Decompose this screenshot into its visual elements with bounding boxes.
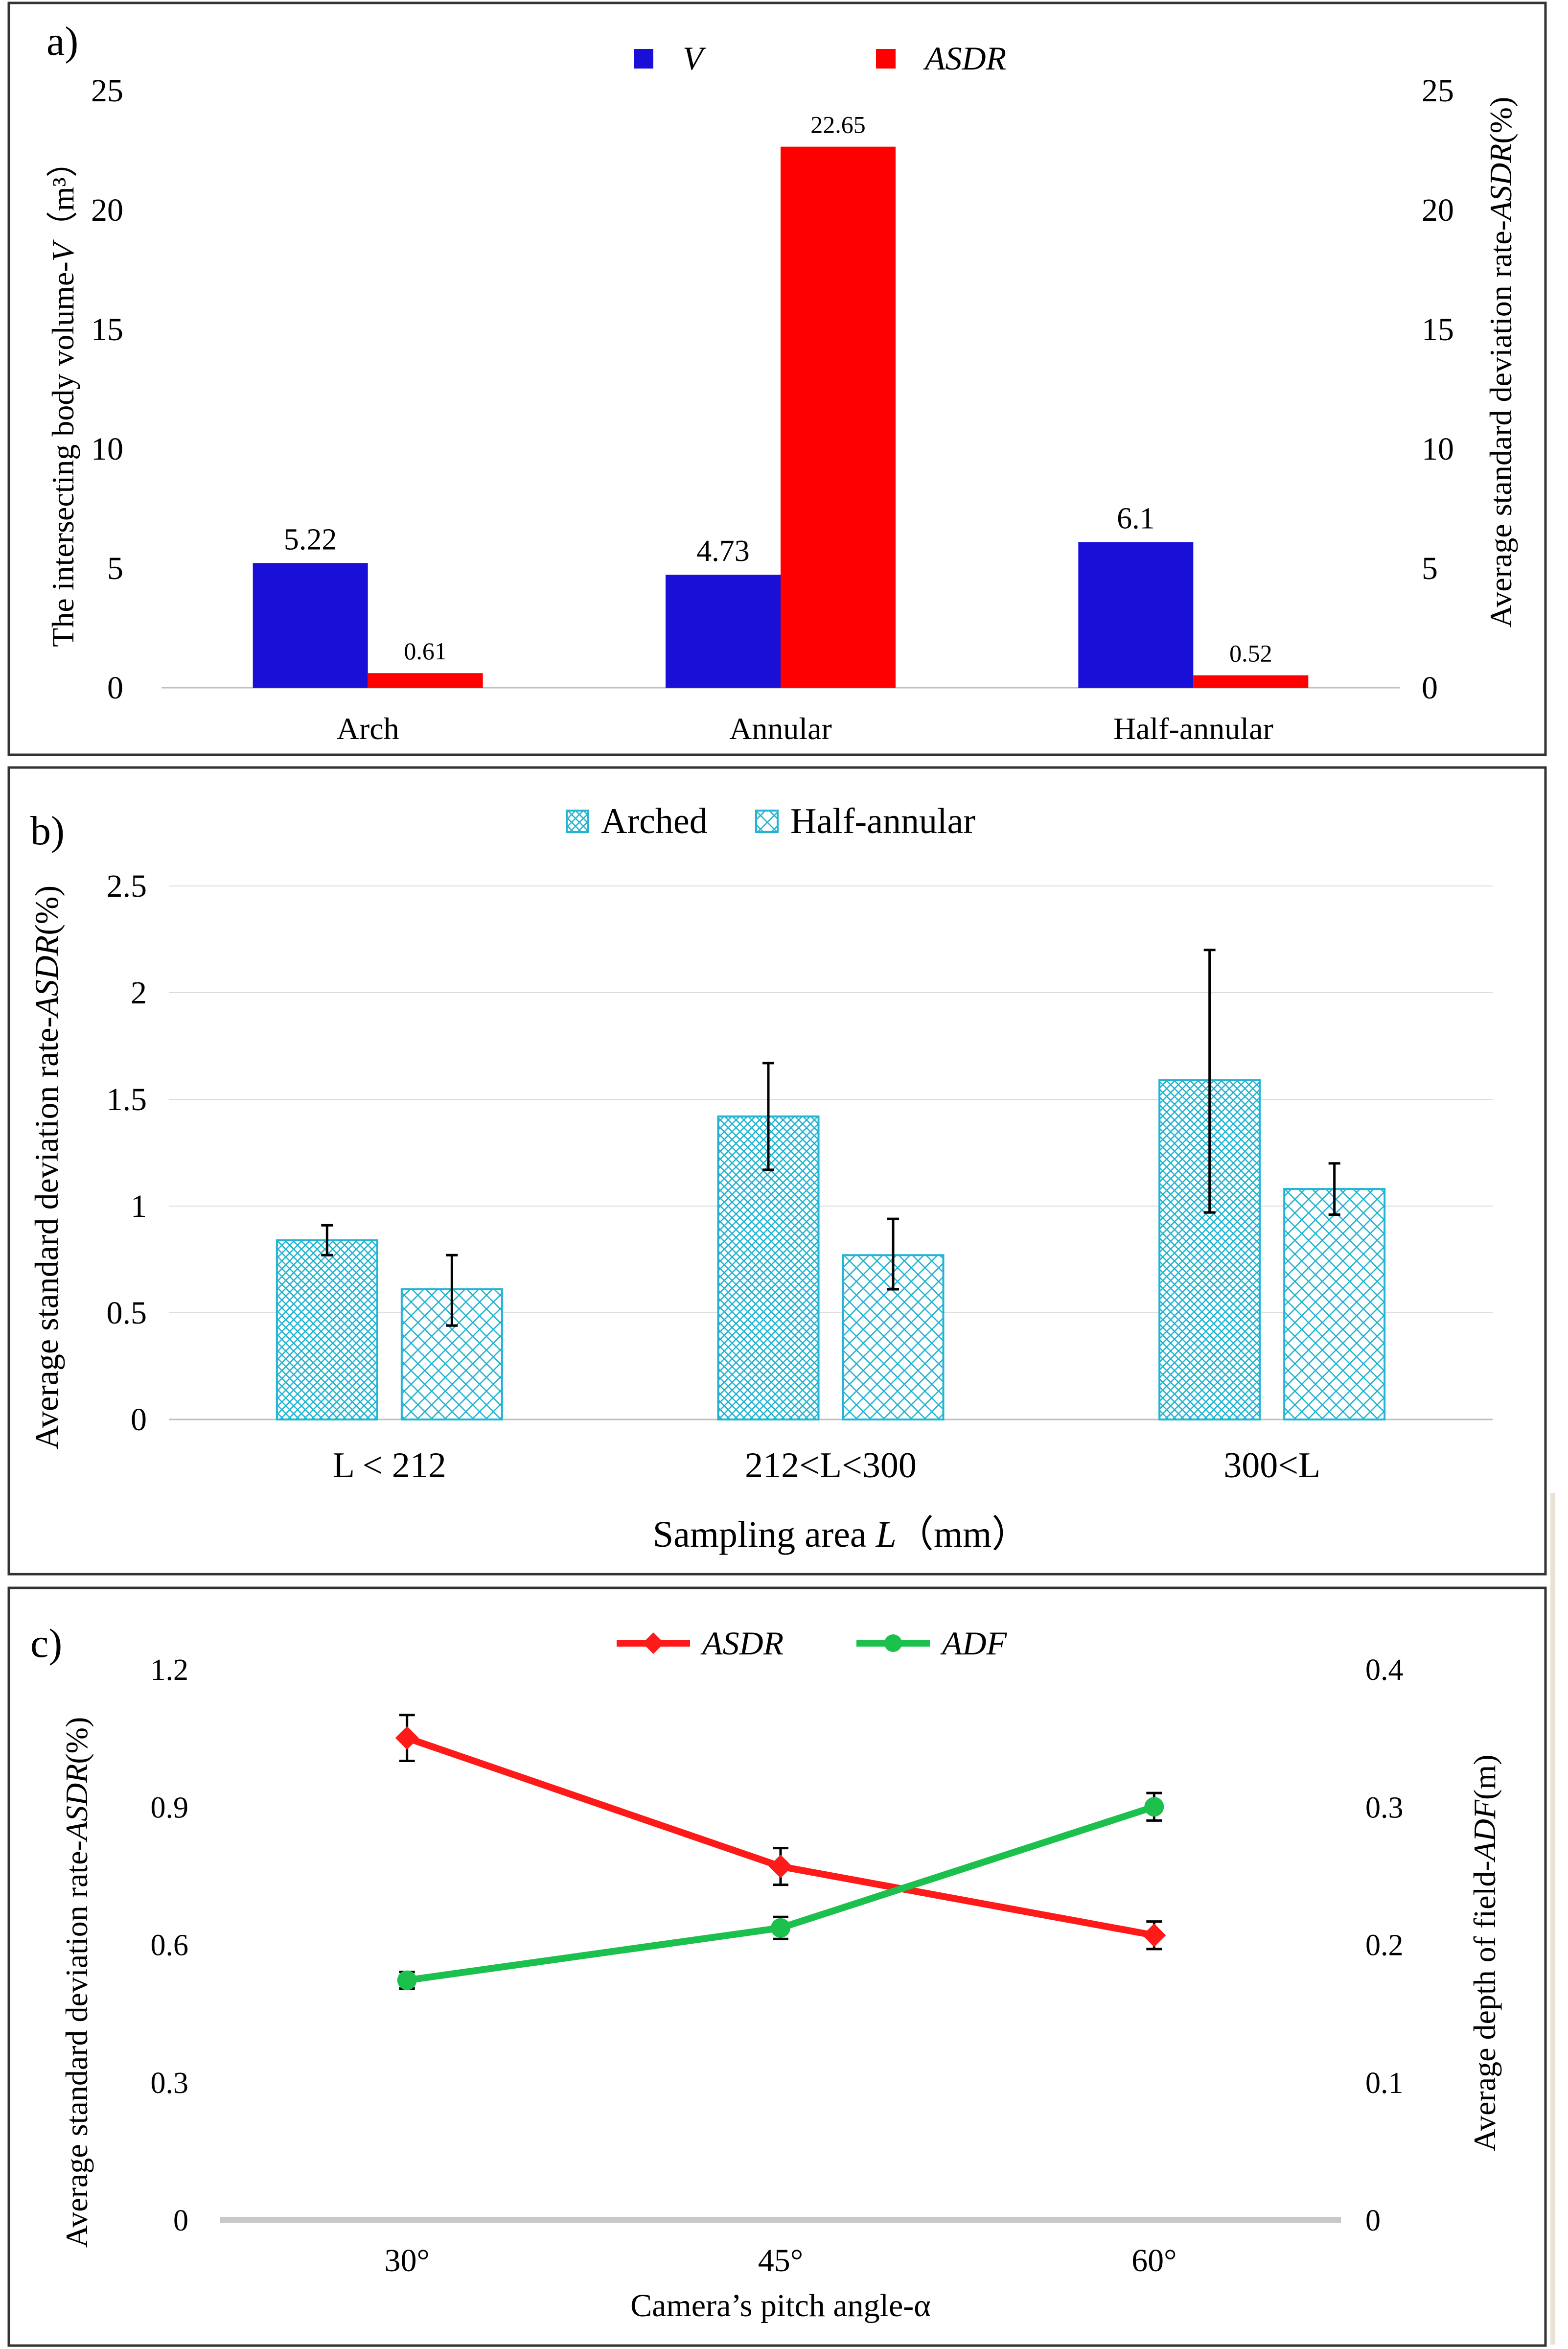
y-axis-title-left: The intersecting body volume-V（m³） <box>46 146 80 647</box>
y-tick: 1 <box>131 1188 147 1224</box>
y-tick-left: 0.9 <box>151 1791 189 1824</box>
legend-label: ASDR <box>700 1625 784 1662</box>
legend-marker <box>643 1632 664 1654</box>
data-label: 0.52 <box>1229 640 1272 667</box>
marker-ADF <box>397 1970 417 1990</box>
panel-b-frame <box>7 766 1547 1576</box>
y-tick-right: 0.3 <box>1365 1791 1404 1824</box>
y-tick: 2.5 <box>107 868 147 904</box>
y-tick: 1.5 <box>107 1082 147 1117</box>
bar-half-annular <box>1283 1188 1386 1421</box>
x-axis-title: Sampling area L（mm） <box>653 1514 1029 1555</box>
x-tick-label: 45° <box>758 2243 803 2279</box>
data-label: 5.22 <box>284 523 337 556</box>
data-label: 4.73 <box>696 535 750 568</box>
x-tick-label: Half-annular <box>1113 711 1273 746</box>
bar-arched <box>276 1239 378 1420</box>
y-tick-right: 25 <box>1422 73 1454 109</box>
panel-label: b) <box>30 808 65 854</box>
y-tick-left: 0 <box>173 2204 188 2237</box>
marker-ASDR <box>1142 1923 1166 1947</box>
bar-ASDR <box>781 146 896 688</box>
y-tick: 2 <box>131 975 147 1011</box>
x-axis-title: Camera’s pitch angle-α <box>630 2288 931 2324</box>
panel-b: b) 0 0.5 1 1.5 2 2.5 Average standard deviation… <box>28 801 1493 1555</box>
line-ADF <box>406 1803 1155 1984</box>
y-tick-right: 20 <box>1422 192 1454 228</box>
data-label: 6.1 <box>1117 502 1155 535</box>
right-edge-strip <box>1550 1493 1555 2345</box>
x-tick-label: L < 212 <box>333 1445 446 1486</box>
y-tick-left: 1.2 <box>151 1653 189 1687</box>
y-tick-right: 0.1 <box>1365 2067 1404 2100</box>
y-axis-title-right: Average standard deviation rate-ASDR(%) <box>1483 97 1518 628</box>
marker-ASDR <box>769 1855 792 1879</box>
x-tick-label: Arch <box>337 711 399 746</box>
y-tick-right: 0.4 <box>1365 1653 1404 1687</box>
y-tick-right: 15 <box>1422 312 1454 348</box>
marker-ADF <box>1144 1797 1164 1817</box>
y-tick-left: 15 <box>91 312 123 348</box>
panel-a: a) 0 0 5 5 10 10 15 15 20 20 25 25 The intersecting b… <box>46 19 1518 746</box>
y-tick-left: 0.6 <box>151 1929 189 1962</box>
panel-a-frame <box>7 1 1547 756</box>
panel-label: a) <box>46 19 78 64</box>
line-ASDR <box>406 1735 1155 1939</box>
bar-arched <box>1158 1079 1261 1420</box>
bar-V <box>1078 542 1194 688</box>
legend-swatch <box>876 49 896 69</box>
x-tick-label: Annular <box>729 711 832 746</box>
bar-ASDR <box>368 673 483 688</box>
y-tick-right: 0.2 <box>1365 1929 1404 1962</box>
y-tick-right: 10 <box>1422 431 1454 467</box>
legend-swatch <box>566 810 589 833</box>
legend-label: Half-annular <box>790 801 975 841</box>
x-tick-label: 212<L<300 <box>745 1445 917 1486</box>
legend-swatch <box>634 49 653 69</box>
y-tick-left: 10 <box>91 431 123 467</box>
y-axis-title-right: Average depth of field-ADF(m) <box>1467 1755 1502 2152</box>
bar-V <box>253 563 368 688</box>
data-label: 22.65 <box>810 111 866 139</box>
y-tick-left: 5 <box>107 551 123 586</box>
y-tick-left: 0.3 <box>151 2067 189 2100</box>
y-tick-right: 0 <box>1365 2204 1381 2237</box>
data-label: 0.61 <box>404 637 447 665</box>
panel-c: c) 0 0.3 0.6 0.9 1.2 0 0.1 0.2 0.3 0.4 Average stan… <box>30 1621 1502 2324</box>
legend-label: V <box>683 40 707 77</box>
y-tick: 0.5 <box>107 1295 147 1331</box>
panel-label: c) <box>30 1621 62 1666</box>
x-tick-label: 300<L <box>1223 1445 1320 1486</box>
y-axis-title: Average standard deviation rate-ASDR(%) <box>28 885 65 1449</box>
y-tick-left: 20 <box>91 192 123 228</box>
y-tick-right: 0 <box>1422 670 1438 706</box>
panel-c-frame <box>7 1586 1547 2347</box>
legend-label: ADF <box>940 1625 1008 1662</box>
x-tick-label: 60° <box>1131 2243 1176 2279</box>
legend-label: ASDR <box>923 40 1006 77</box>
legend-marker <box>884 1634 902 1652</box>
y-axis-title-left: Average standard deviation rate-ASDR(%) <box>59 1717 94 2248</box>
legend-swatch <box>755 810 779 833</box>
y-tick-left: 25 <box>91 73 123 109</box>
bar-V <box>666 575 781 688</box>
y-tick-right: 5 <box>1422 551 1438 586</box>
y-tick-left: 0 <box>107 670 123 706</box>
legend-label: Arched <box>601 801 708 841</box>
x-tick-label: 30° <box>384 2243 429 2279</box>
marker-ADF <box>771 1918 790 1938</box>
bar-ASDR <box>1193 675 1309 688</box>
y-tick: 0 <box>131 1402 147 1438</box>
marker-ASDR <box>395 1726 419 1750</box>
